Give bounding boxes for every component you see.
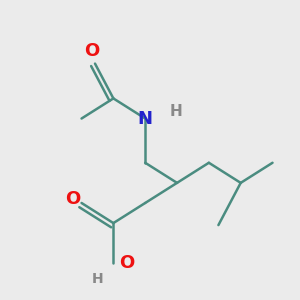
- Text: H: H: [92, 272, 104, 286]
- Text: O: O: [119, 254, 134, 272]
- Text: O: O: [84, 42, 99, 60]
- Text: O: O: [65, 190, 80, 208]
- Text: H: H: [169, 104, 182, 119]
- Text: N: N: [138, 110, 153, 128]
